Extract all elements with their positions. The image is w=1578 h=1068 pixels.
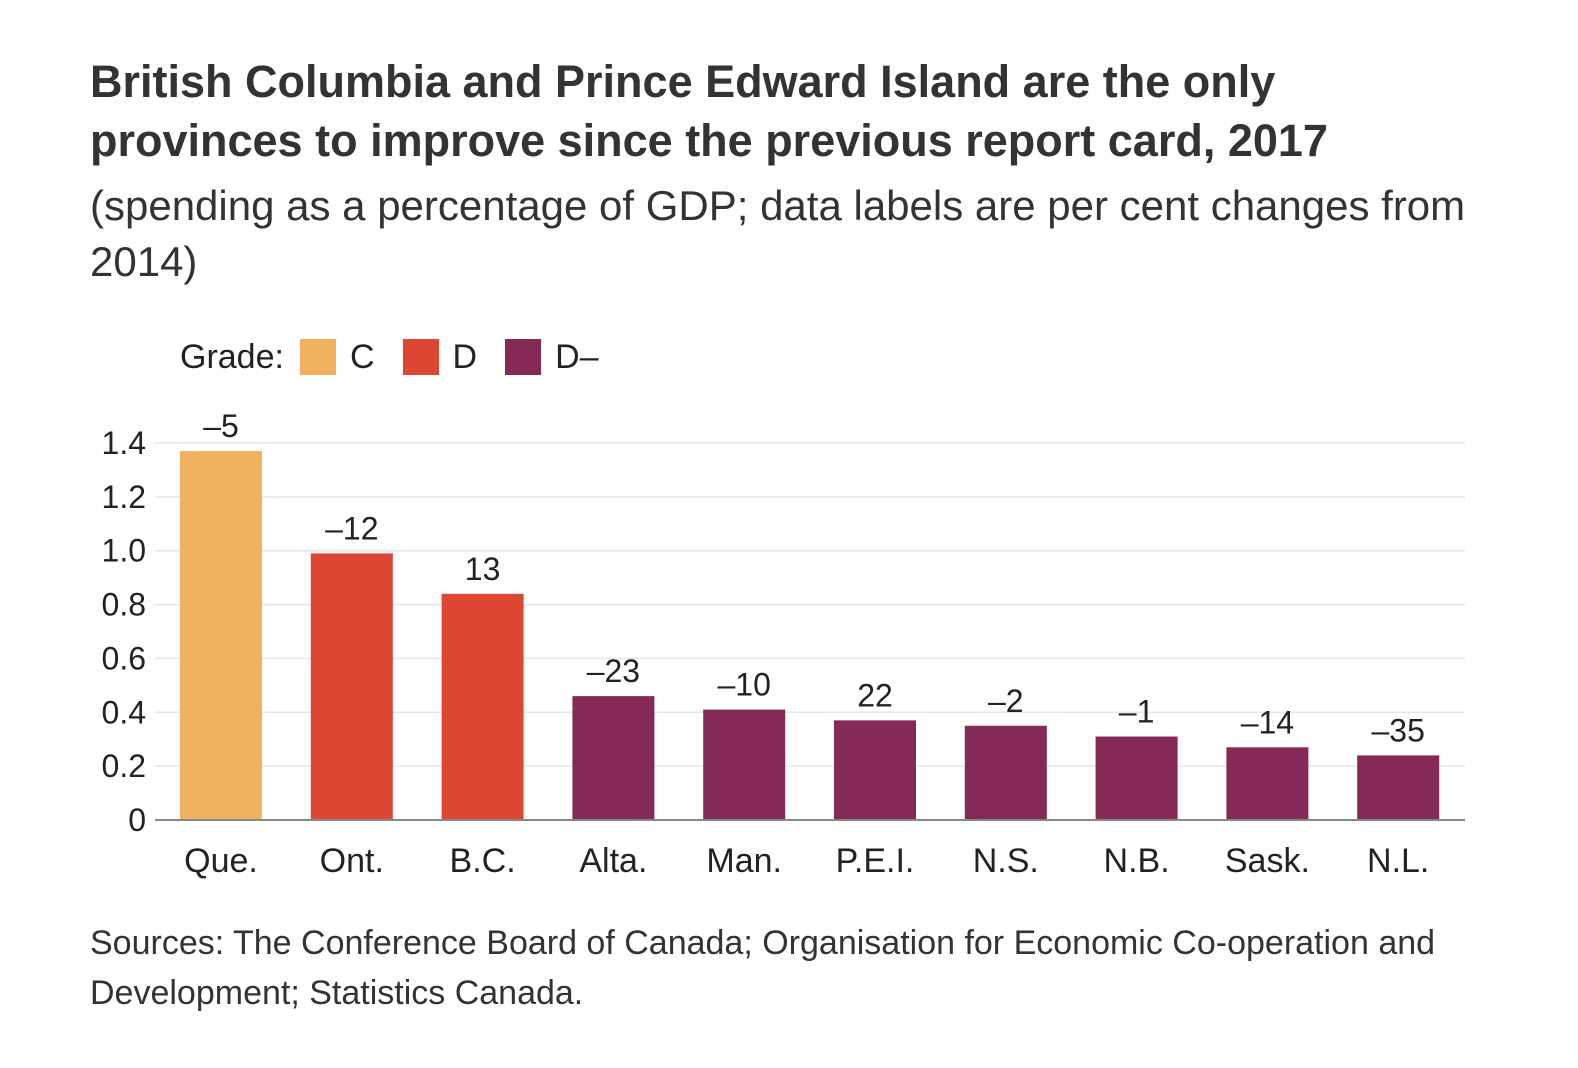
bars [180, 451, 1440, 820]
category-label: Sask. [1225, 842, 1310, 880]
bar [703, 709, 786, 820]
bar [1095, 736, 1178, 820]
bar [834, 720, 916, 820]
data-label: –10 [718, 667, 771, 703]
data-label: –14 [1241, 704, 1294, 740]
data-label: –23 [587, 653, 640, 689]
x-axis-labels: Que. Ont. B.C. Alta. Man. P.E.I. N.S. N.B. Sask.… [184, 842, 1429, 880]
data-label: –12 [325, 510, 378, 546]
bar [1226, 747, 1309, 820]
legend: Grade: C D D– [180, 336, 627, 378]
chart-title: British Columbia and Prince Edward Islan… [90, 56, 1328, 166]
data-label: –5 [203, 408, 239, 444]
legend-item-c: C [299, 337, 375, 377]
category-label: B.C. [450, 842, 516, 880]
legend-title: Grade: [180, 337, 284, 376]
legend-label-d: D [452, 337, 478, 376]
data-labels: –5 –12 13 –23 –10 22 –2 –1 –14 –35 [203, 408, 1425, 748]
data-label: –2 [988, 683, 1024, 719]
bar [441, 593, 524, 820]
category-label: N.S. [973, 842, 1039, 880]
chart-subtitle: (spending as a percentage of GDP; data l… [90, 182, 1466, 285]
bar [180, 451, 262, 820]
category-label: Que. [184, 842, 258, 880]
y-tick-label: 0.4 [102, 694, 146, 730]
bar-chart: 0 0.2 0.4 0.6 0.8 1.0 1.2 1.4 –5 –12 13 –23 –10 22 –2… [102, 408, 1465, 880]
legend-swatch-d-minus [505, 339, 542, 375]
y-axis-ticks: 0 0.2 0.4 0.6 0.8 1.0 1.2 1.4 [102, 425, 146, 838]
y-tick-label: 0 [128, 802, 146, 838]
data-label: –1 [1119, 694, 1155, 730]
legend-label-c: C [349, 337, 375, 376]
data-label: –35 [1372, 712, 1425, 748]
data-label: 13 [465, 551, 501, 587]
y-tick-label: 0.8 [102, 587, 146, 623]
y-tick-label: 1.4 [102, 425, 146, 461]
bar [1357, 755, 1440, 820]
y-tick-label: 0.6 [102, 640, 146, 676]
legend-swatch-c [299, 339, 336, 375]
y-tick-label: 1.0 [102, 533, 146, 569]
category-label: N.L. [1367, 842, 1429, 880]
bar [964, 725, 1047, 820]
legend-item-d: D [402, 337, 478, 377]
legend-item-d-minus: D– [505, 337, 599, 377]
y-tick-label: 1.2 [102, 479, 146, 515]
category-label: Ont. [320, 842, 384, 880]
bar [572, 696, 655, 820]
category-label: Man. [706, 842, 782, 880]
bar [310, 553, 393, 820]
data-label: 22 [857, 677, 893, 713]
category-label: N.B. [1104, 842, 1170, 880]
legend-swatch-d [402, 339, 439, 375]
source-note: Sources: The Conference Board of Canada;… [90, 924, 1436, 1012]
legend-label-d-minus: D– [555, 337, 599, 376]
category-label: Alta. [579, 842, 647, 880]
y-tick-label: 0.2 [102, 748, 146, 784]
category-label: P.E.I. [836, 842, 915, 880]
